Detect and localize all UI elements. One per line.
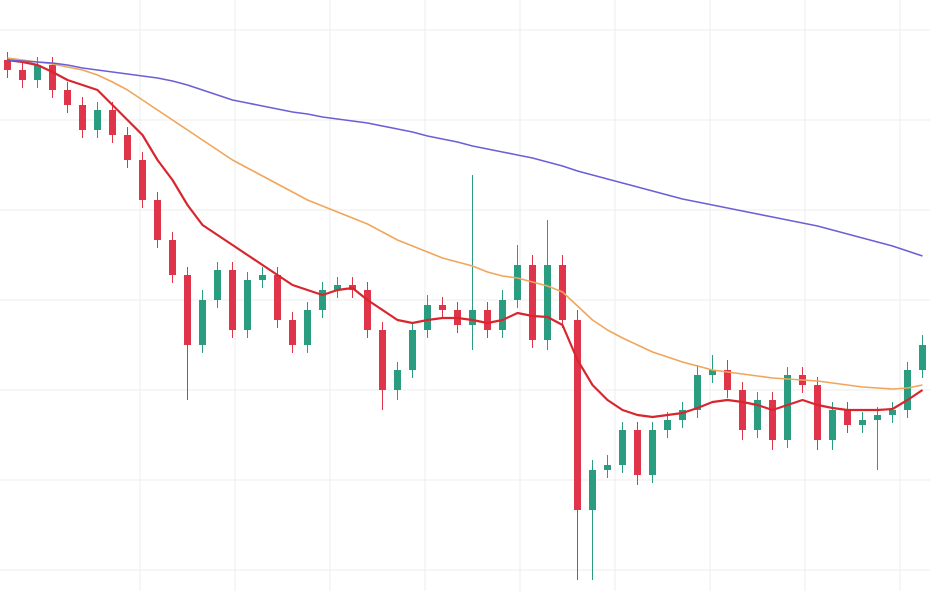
candle-body: [184, 275, 191, 345]
candle-body: [439, 305, 446, 310]
candle-body: [304, 310, 311, 345]
candle-body: [529, 265, 536, 340]
candle-body: [244, 280, 251, 330]
candle-body: [739, 390, 746, 430]
candle-body: [34, 65, 41, 80]
candle-body: [499, 300, 506, 330]
candle-body: [514, 265, 521, 300]
candle-body: [544, 265, 551, 340]
candle-body: [424, 305, 431, 330]
candle-body: [484, 310, 491, 330]
moving-average-line: [7, 57, 923, 390]
candle-body: [274, 275, 281, 320]
candle-body: [139, 160, 146, 200]
candle-body: [289, 320, 296, 345]
candle-body: [124, 135, 131, 160]
candle-body: [874, 415, 881, 420]
candle-body: [784, 375, 791, 440]
candle-body: [154, 200, 161, 240]
candle-body: [604, 465, 611, 470]
candle-body: [19, 70, 26, 80]
candle-body: [649, 430, 656, 475]
candle-body: [79, 105, 86, 130]
candle-body: [334, 285, 341, 290]
candle-body: [379, 330, 386, 390]
candle-body: [229, 270, 236, 330]
candle-body: [829, 410, 836, 440]
candle-body: [634, 430, 641, 475]
candle-body: [889, 410, 896, 415]
candle-body: [259, 275, 266, 280]
candle-body: [319, 290, 326, 310]
candle-body: [364, 290, 371, 330]
candle-body: [94, 110, 101, 130]
candle-body: [619, 430, 626, 465]
candle-body: [589, 470, 596, 510]
candle-body: [679, 410, 686, 420]
candle-body: [574, 320, 581, 510]
candle-body: [919, 345, 926, 370]
candle-body: [844, 410, 851, 425]
candle-body: [4, 60, 11, 70]
candle-body: [409, 330, 416, 370]
candle-body: [694, 375, 701, 410]
candle-body: [109, 110, 116, 135]
candle-body: [709, 370, 716, 375]
candle-body: [754, 400, 761, 430]
candle-body: [394, 370, 401, 390]
candle-body: [169, 240, 176, 275]
candle-body: [49, 65, 56, 90]
candle-body: [814, 385, 821, 440]
candle-body: [469, 310, 476, 325]
candle-body: [214, 270, 221, 300]
candle-body: [199, 300, 206, 345]
candle-body: [724, 370, 731, 390]
moving-average-line: [7, 59, 923, 257]
candle-body: [664, 420, 671, 430]
candle-body: [904, 370, 911, 410]
moving-average-line: [7, 58, 924, 419]
candle-body: [859, 420, 866, 425]
candle-body: [769, 400, 776, 440]
candle-body: [64, 90, 71, 105]
